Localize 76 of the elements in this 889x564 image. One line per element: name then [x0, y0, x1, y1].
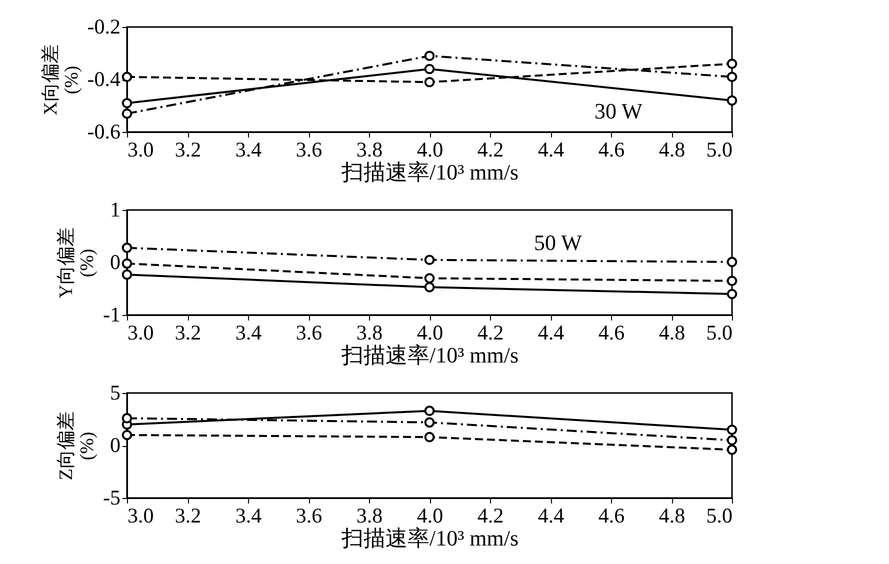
point — [122, 413, 132, 424]
x-tick-label: 3.8 — [356, 138, 383, 162]
x-axis-title: 扫描速率/10³ mm/s — [340, 526, 519, 550]
x-tick-label: 4.8 — [658, 138, 686, 162]
x-tick-label: 4.2 — [477, 504, 504, 528]
point — [424, 50, 435, 62]
x-tick-label: 4.0 — [416, 138, 444, 162]
y-tick-label: 0 — [110, 250, 120, 274]
y-tick-label: 1 — [110, 198, 120, 222]
x-tick-label: 4.2 — [477, 320, 504, 344]
point — [726, 58, 738, 69]
point — [424, 432, 435, 442]
point — [424, 417, 435, 428]
x-tick-label: 4.6 — [598, 504, 625, 528]
y-tick-label: -0.6 — [87, 120, 120, 144]
x-tick-label: 3.0 — [128, 138, 154, 162]
x-tick-label: 3.4 — [235, 138, 262, 162]
x-axis-title: 扫描速率/10³ mm/s — [340, 342, 519, 368]
point — [122, 98, 132, 108]
y-axis-title: Z向偏差 (%) — [56, 412, 98, 480]
point — [424, 254, 435, 266]
annotation: 50 W — [534, 230, 582, 255]
x-tick-label: 4.0 — [416, 320, 444, 344]
annotation: 30 W — [594, 98, 643, 124]
x-tick-label: 3.6 — [296, 504, 322, 528]
point — [726, 95, 738, 106]
x-tick-label: 4.4 — [538, 504, 565, 528]
x-tick-label: 5.0 — [706, 320, 732, 344]
x-tick-label: 4.0 — [416, 504, 444, 528]
point — [122, 269, 132, 280]
x-tick-label: 4.6 — [598, 320, 625, 344]
x-tick-label: 3.2 — [174, 504, 202, 528]
x-tick-label: 5.0 — [706, 504, 732, 528]
point — [122, 242, 132, 253]
y-tick-label: -0.4 — [87, 67, 121, 91]
x-tick-label: 5.0 — [706, 138, 732, 162]
x-tick-label: 3.2 — [174, 138, 202, 162]
x-tick-label: 3.8 — [356, 320, 383, 344]
point — [424, 64, 435, 74]
point — [726, 444, 738, 455]
point — [424, 76, 435, 88]
x-tick-label: 3.6 — [296, 138, 322, 162]
point — [122, 430, 132, 440]
point — [122, 72, 132, 82]
x-tick-label: 4.4 — [538, 320, 565, 344]
point — [424, 282, 435, 292]
x-tick-label: 4.4 — [538, 138, 565, 162]
point — [726, 435, 738, 446]
point — [726, 72, 738, 82]
point — [726, 424, 738, 435]
x-tick-label: 3.4 — [235, 504, 262, 528]
point — [424, 273, 435, 284]
y-tick-label: -1 — [103, 302, 120, 326]
y-tick-label: -0.2 — [87, 14, 120, 38]
point — [726, 276, 738, 286]
x-tick-label: 3.0 — [128, 504, 154, 528]
x-tick-label: 3.0 — [128, 320, 154, 344]
point — [122, 258, 132, 269]
point — [122, 108, 132, 119]
x-axis-title: 扫描速率/10³ mm/s — [340, 160, 519, 184]
point — [424, 406, 435, 416]
x-tick-label: 4.8 — [658, 320, 686, 344]
y-tick-label: -5 — [103, 486, 120, 510]
x-tick-label: 3.4 — [235, 320, 262, 344]
point — [726, 288, 738, 300]
y-axis-title: Y向偏差 (%) — [56, 228, 98, 298]
y-tick-label: 5 — [110, 380, 120, 404]
x-tick-label: 3.2 — [174, 320, 202, 344]
x-tick-label: 3.6 — [296, 320, 322, 344]
x-tick-label: 4.6 — [598, 138, 625, 162]
x-tick-label: 4.2 — [477, 138, 504, 162]
x-tick-label: 4.8 — [658, 504, 686, 528]
y-tick-label: 0 — [110, 433, 120, 457]
x-tick-label: 3.8 — [356, 504, 383, 528]
y-axis-title: X向偏差 (%) — [40, 44, 82, 116]
point — [726, 256, 738, 268]
